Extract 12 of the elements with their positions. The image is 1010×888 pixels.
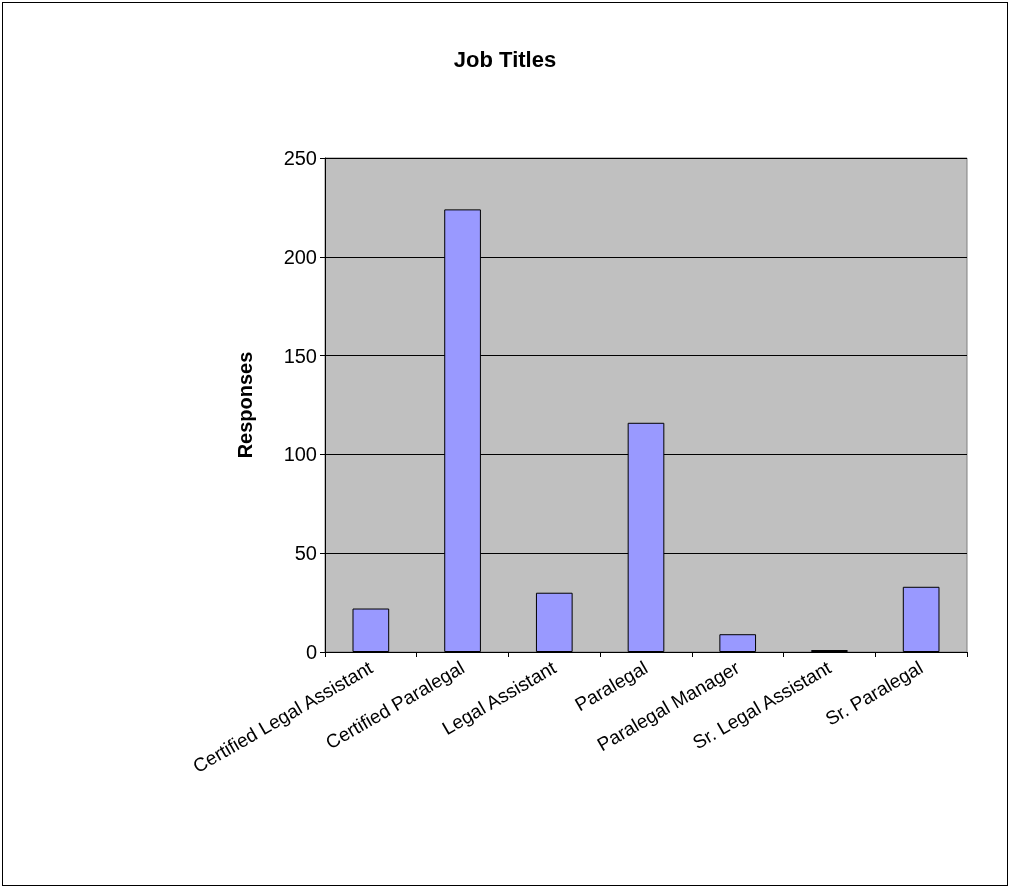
bar [902,586,940,652]
y-tick-label: 0 [305,641,317,663]
chart-title: Job Titles [453,46,557,72]
bar [352,608,390,652]
bar [535,592,573,652]
y-tick-label: 150 [283,344,317,367]
y-tick-label: 100 [283,443,317,466]
bar [719,634,757,652]
y-tick-label: 200 [283,245,317,268]
y-tick-label: 250 [283,147,317,169]
y-axis-title: Responses [234,351,256,459]
y-tick-label: 50 [294,542,317,565]
